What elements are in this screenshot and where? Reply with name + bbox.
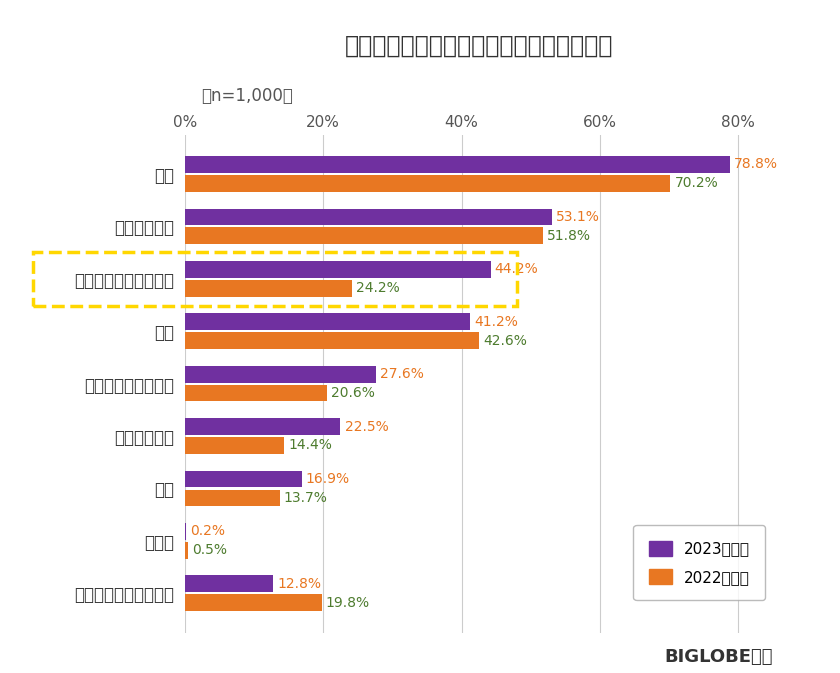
Bar: [185, 385, 328, 401]
Text: 78.8%: 78.8%: [734, 157, 778, 172]
Bar: [185, 280, 352, 297]
Text: BIGLOBE調べ: BIGLOBE調べ: [664, 648, 773, 666]
Text: 14.4%: 14.4%: [289, 439, 333, 452]
Bar: [185, 175, 670, 192]
Bar: [185, 489, 280, 506]
Bar: [185, 314, 470, 330]
Text: 0.2%: 0.2%: [191, 524, 225, 538]
Bar: [185, 366, 375, 382]
Text: （あなたが）恐れている災害（複数回答）: （あなたが）恐れている災害（複数回答）: [344, 34, 613, 58]
Text: 16.9%: 16.9%: [306, 472, 350, 486]
Bar: [33, 252, 517, 306]
Text: 13.7%: 13.7%: [284, 491, 328, 505]
Legend: 2023年調査, 2022年調査: 2023年調査, 2022年調査: [633, 526, 765, 600]
Bar: [185, 523, 186, 540]
Bar: [185, 156, 730, 173]
Text: 70.2%: 70.2%: [675, 176, 718, 190]
Bar: [185, 542, 188, 559]
Text: 20.6%: 20.6%: [332, 386, 375, 400]
Bar: [185, 418, 340, 435]
Bar: [185, 261, 491, 278]
Text: 19.8%: 19.8%: [326, 596, 370, 610]
Text: 51.8%: 51.8%: [548, 229, 591, 243]
Bar: [185, 332, 480, 349]
Text: 41.2%: 41.2%: [474, 315, 517, 328]
Text: 44.2%: 44.2%: [495, 262, 538, 277]
Bar: [185, 594, 322, 611]
Text: 12.8%: 12.8%: [277, 577, 322, 591]
Bar: [185, 209, 552, 225]
Text: 42.6%: 42.6%: [484, 334, 528, 348]
Bar: [185, 575, 273, 592]
Bar: [185, 437, 285, 454]
Text: 53.1%: 53.1%: [556, 210, 600, 224]
Text: 0.5%: 0.5%: [192, 543, 228, 557]
Text: 22.5%: 22.5%: [344, 419, 388, 433]
Bar: [185, 470, 302, 487]
Text: 24.2%: 24.2%: [356, 281, 400, 295]
Text: （n=1,000）: （n=1,000）: [202, 87, 293, 106]
Bar: [185, 227, 543, 244]
Text: 27.6%: 27.6%: [380, 367, 423, 381]
